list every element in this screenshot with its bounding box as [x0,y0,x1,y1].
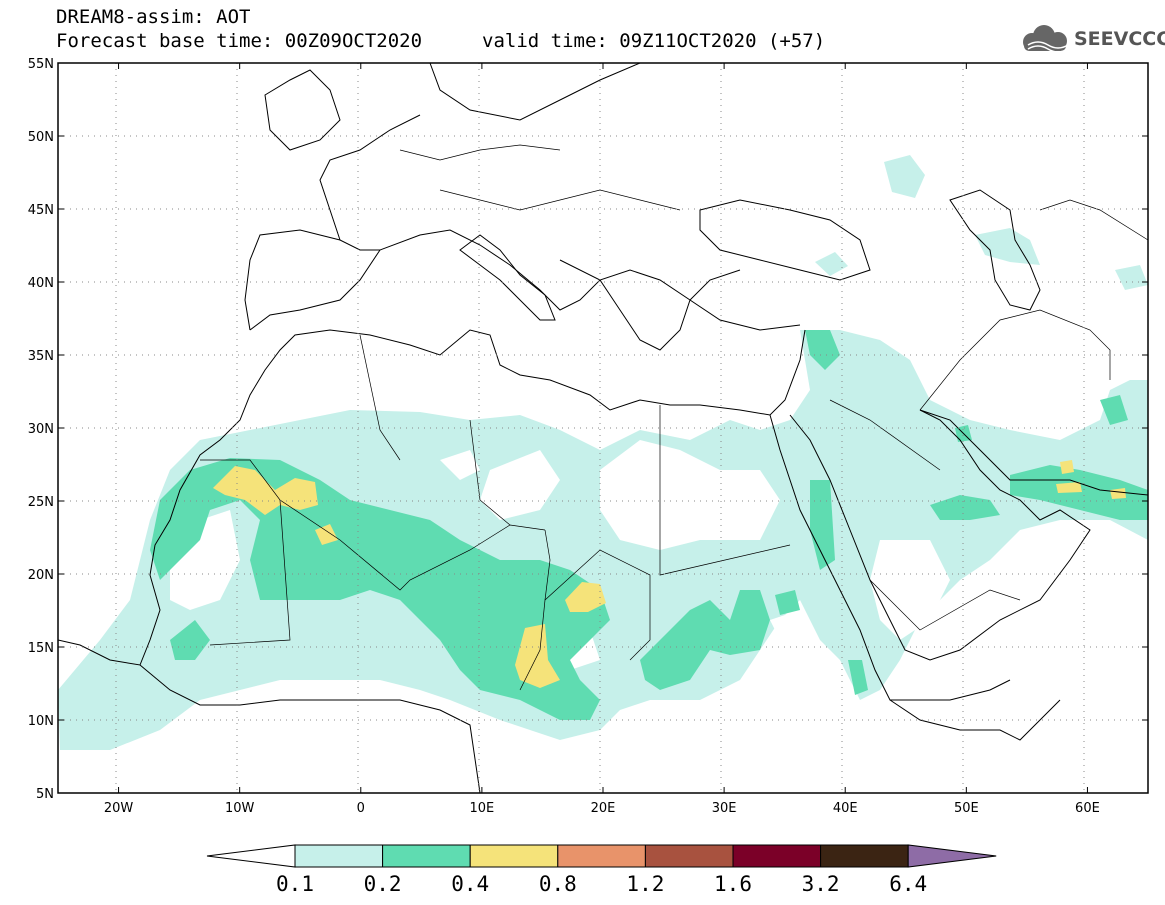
lon-tick-label: 50E [954,801,979,816]
valid-time: valid time: 09Z11OCT2020 (+57) [482,30,826,52]
colorbar-max-arrow [907,844,997,868]
lon-tick-label: 10E [470,801,495,816]
aot-0.1-0.2 [58,155,1148,750]
colorbar-bin [732,844,822,868]
lon-tick-label: 60E [1075,801,1100,816]
colorbar-bin [294,844,384,868]
colorbar-label: 0.2 [364,872,402,896]
lat-tick-label: 20N [28,568,54,583]
lat-tick-label: 35N [28,349,54,364]
colorbar-label: 0.1 [276,872,314,896]
lon-tick-label: 0 [357,801,365,816]
colorbar-min-arrow [206,844,296,868]
colorbar-bin [382,844,471,868]
lat-tick-label: 30N [28,422,54,437]
colorbar-bin [469,844,559,868]
colorbar-label: 1.6 [714,872,752,896]
lat-tick-label: 15N [28,641,54,656]
colorbar-bin [557,844,646,868]
lat-tick-label: 45N [28,203,54,218]
colorbar-label: 0.4 [451,872,489,896]
lon-tick-label: 10W [225,801,255,816]
lat-tick-label: 10N [28,714,54,729]
colorbar-label: 1.2 [626,872,664,896]
colorbar-label: 3.2 [802,872,840,896]
logo-text: SEEVCCC [1074,28,1165,50]
ticks [58,62,1148,794]
lat-tick-label: 40N [28,276,54,291]
colorbar-labels: 0.1 0.2 0.4 0.8 1.2 1.6 3.2 6.4 [276,872,927,896]
aot-field [58,155,1148,750]
forecast-base-time: Forecast base time: 00Z09OCT2020 [56,30,423,52]
lon-tick-label: 40E [833,801,858,816]
lon-tick-label: 20W [104,801,134,816]
lat-tick-label: 55N [28,57,54,72]
lat-tick-label: 5N [36,787,54,802]
colorbar-label: 0.8 [539,872,577,896]
colorbar-bin [644,844,734,868]
colorbar-label: 6.4 [889,872,927,896]
title-line-1: DREAM8-assim: AOT [56,6,251,28]
lat-tick-label: 50N [28,130,54,145]
colorbar [206,844,997,868]
colorbar-bin [820,844,909,868]
lon-tick-label: 30E [712,801,737,816]
cloud-logo-icon [1023,25,1069,53]
lat-tick-label: 25N [28,495,54,510]
coastlines [58,63,1148,793]
borders [200,144,1148,691]
aot-0.4-0.8 [213,460,1126,688]
longitude-labels: 20W 10W 0 10E 20E 30E 40E 50E 60E [104,801,1100,816]
latitude-labels: 5N 10N 15N 20N 25N 30N 35N 40N 45N 50N 55N [28,57,54,802]
lon-tick-label: 20E [591,801,616,816]
aot-0.2-0.4 [150,330,1148,720]
